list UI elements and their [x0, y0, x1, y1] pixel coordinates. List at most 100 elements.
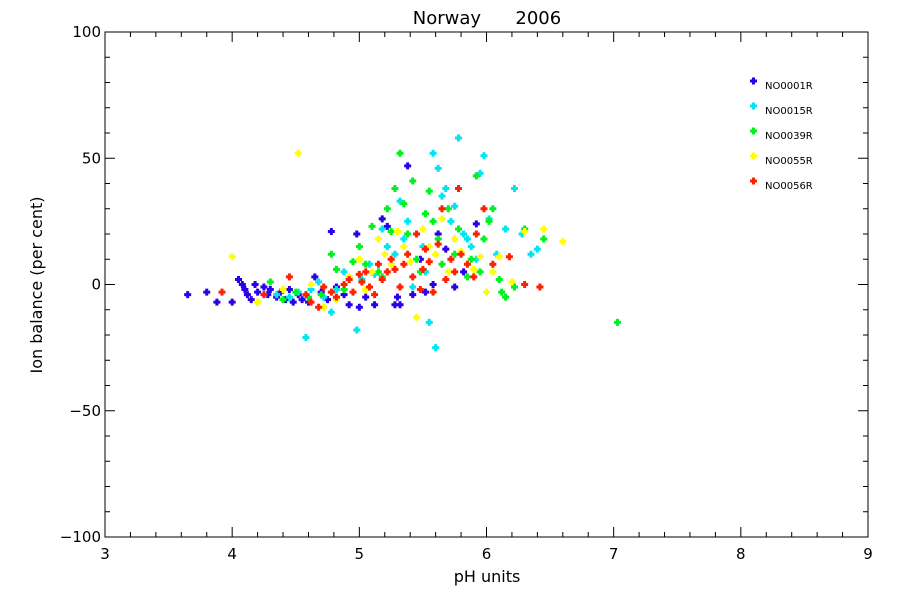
data-point — [381, 250, 389, 258]
data-point — [353, 326, 361, 334]
data-point — [480, 205, 488, 213]
data-point — [371, 291, 379, 299]
data-point — [409, 273, 417, 281]
data-point — [463, 260, 471, 268]
data-point — [451, 235, 459, 243]
data-point — [413, 313, 421, 321]
series-no0055r — [228, 149, 567, 321]
data-point — [383, 205, 391, 213]
series-no0001r — [184, 162, 480, 311]
data-point — [480, 235, 488, 243]
legend-marker — [750, 127, 757, 135]
data-point — [285, 293, 293, 301]
legend-label: NO0039R — [765, 131, 813, 142]
x-tick-labels: 3 4 5 6 7 8 9 — [100, 545, 873, 563]
data-point — [434, 230, 442, 238]
data-point — [451, 268, 459, 276]
data-point — [409, 291, 417, 299]
data-point — [320, 293, 328, 301]
data-point — [527, 250, 535, 258]
data-point — [429, 149, 437, 157]
legend-label: NO0015R — [765, 106, 813, 117]
data-point — [383, 243, 391, 251]
data-point — [505, 253, 513, 261]
data-point — [421, 245, 429, 253]
data-point — [362, 286, 370, 294]
data-point — [489, 205, 497, 213]
data-point — [228, 253, 236, 261]
data-point — [387, 260, 395, 268]
data-point — [409, 177, 417, 185]
data-point — [502, 293, 510, 301]
data-point — [396, 197, 404, 205]
data-point — [378, 275, 386, 283]
data-point — [279, 296, 287, 304]
data-point — [396, 301, 404, 309]
data-point — [238, 281, 246, 288]
data-point — [332, 286, 340, 294]
data-point — [279, 286, 287, 294]
data-point — [383, 268, 391, 276]
data-point — [455, 134, 463, 142]
data-point — [371, 301, 379, 309]
data-point — [213, 298, 221, 306]
data-point — [447, 217, 455, 225]
data-point — [434, 235, 442, 243]
data-point — [472, 172, 480, 180]
data-point — [429, 281, 437, 288]
data-point — [378, 215, 386, 223]
data-point — [355, 303, 363, 311]
data-point — [421, 288, 429, 296]
legend: NO0001R NO0015R NO0039R NO0055R NO0056R — [750, 77, 813, 192]
data-point — [228, 298, 236, 306]
data-point — [266, 286, 274, 294]
x-tick-label: 5 — [355, 545, 365, 563]
data-point — [434, 240, 442, 248]
data-point — [463, 273, 471, 281]
x-tick-label: 9 — [863, 545, 873, 563]
data-point — [383, 222, 391, 230]
legend-label: NO0055R — [765, 156, 813, 167]
data-point — [467, 243, 475, 251]
data-point — [480, 152, 488, 160]
data-point — [470, 273, 478, 281]
data-point — [241, 286, 249, 294]
data-point — [235, 275, 243, 283]
data-point — [311, 273, 319, 281]
data-point — [495, 253, 503, 261]
data-point — [489, 260, 497, 268]
data-point — [368, 268, 376, 276]
data-point — [254, 298, 262, 306]
data-point — [368, 222, 376, 230]
data-point — [366, 260, 374, 268]
data-point — [419, 243, 427, 251]
data-point — [340, 286, 348, 294]
data-point — [243, 291, 251, 299]
data-point — [273, 291, 281, 299]
data-point — [447, 255, 455, 263]
data-point — [292, 288, 300, 296]
data-point — [340, 291, 348, 299]
data-point — [251, 281, 259, 288]
data-point — [404, 230, 412, 238]
data-point — [472, 255, 480, 263]
data-point — [355, 255, 363, 263]
data-point — [404, 217, 412, 225]
x-tick-label: 4 — [227, 545, 237, 563]
data-point — [391, 185, 399, 193]
data-point — [315, 303, 323, 311]
y-tick-label: 100 — [72, 23, 101, 41]
data-point — [378, 225, 386, 233]
data-point — [485, 217, 493, 225]
series-no0056r — [218, 185, 544, 311]
data-point — [472, 220, 480, 228]
x-tick-label: 6 — [482, 545, 492, 563]
data-point — [613, 318, 621, 326]
data-point — [340, 281, 348, 288]
data-point — [349, 288, 357, 296]
data-point — [307, 281, 315, 288]
data-point — [374, 260, 382, 268]
data-point — [455, 185, 463, 193]
data-point — [374, 235, 382, 243]
data-point — [391, 250, 399, 258]
